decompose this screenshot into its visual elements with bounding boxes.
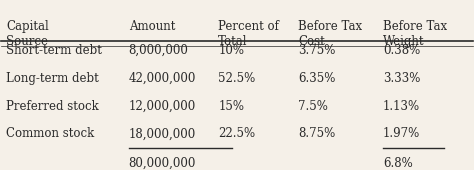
Text: 6.35%: 6.35% (298, 72, 336, 85)
Text: Before Tax
Cost: Before Tax Cost (298, 20, 363, 48)
Text: 0.38%: 0.38% (383, 44, 420, 57)
Text: 8,000,000: 8,000,000 (128, 44, 189, 57)
Text: 10%: 10% (218, 44, 244, 57)
Text: 3.33%: 3.33% (383, 72, 420, 85)
Text: 7.5%: 7.5% (298, 100, 328, 113)
Text: Preferred stock: Preferred stock (6, 100, 99, 113)
Text: 1.13%: 1.13% (383, 100, 420, 113)
Text: 3.75%: 3.75% (298, 44, 336, 57)
Text: Common stock: Common stock (6, 128, 94, 140)
Text: Percent of
Total: Percent of Total (218, 20, 279, 48)
Text: 18,000,000: 18,000,000 (128, 128, 196, 140)
Text: Short-term debt: Short-term debt (6, 44, 102, 57)
Text: 6.8%: 6.8% (383, 157, 413, 170)
Text: 15%: 15% (218, 100, 244, 113)
Text: Before Tax
Weight: Before Tax Weight (383, 20, 447, 48)
Text: 12,000,000: 12,000,000 (128, 100, 196, 113)
Text: Capital
Source: Capital Source (6, 20, 49, 48)
Text: 80,000,000: 80,000,000 (128, 157, 196, 170)
Text: 22.5%: 22.5% (218, 128, 255, 140)
Text: Long-term debt: Long-term debt (6, 72, 99, 85)
Text: 8.75%: 8.75% (298, 128, 336, 140)
Text: 42,000,000: 42,000,000 (128, 72, 196, 85)
Text: Amount: Amount (128, 20, 175, 33)
Text: 52.5%: 52.5% (218, 72, 255, 85)
Text: 1.97%: 1.97% (383, 128, 420, 140)
